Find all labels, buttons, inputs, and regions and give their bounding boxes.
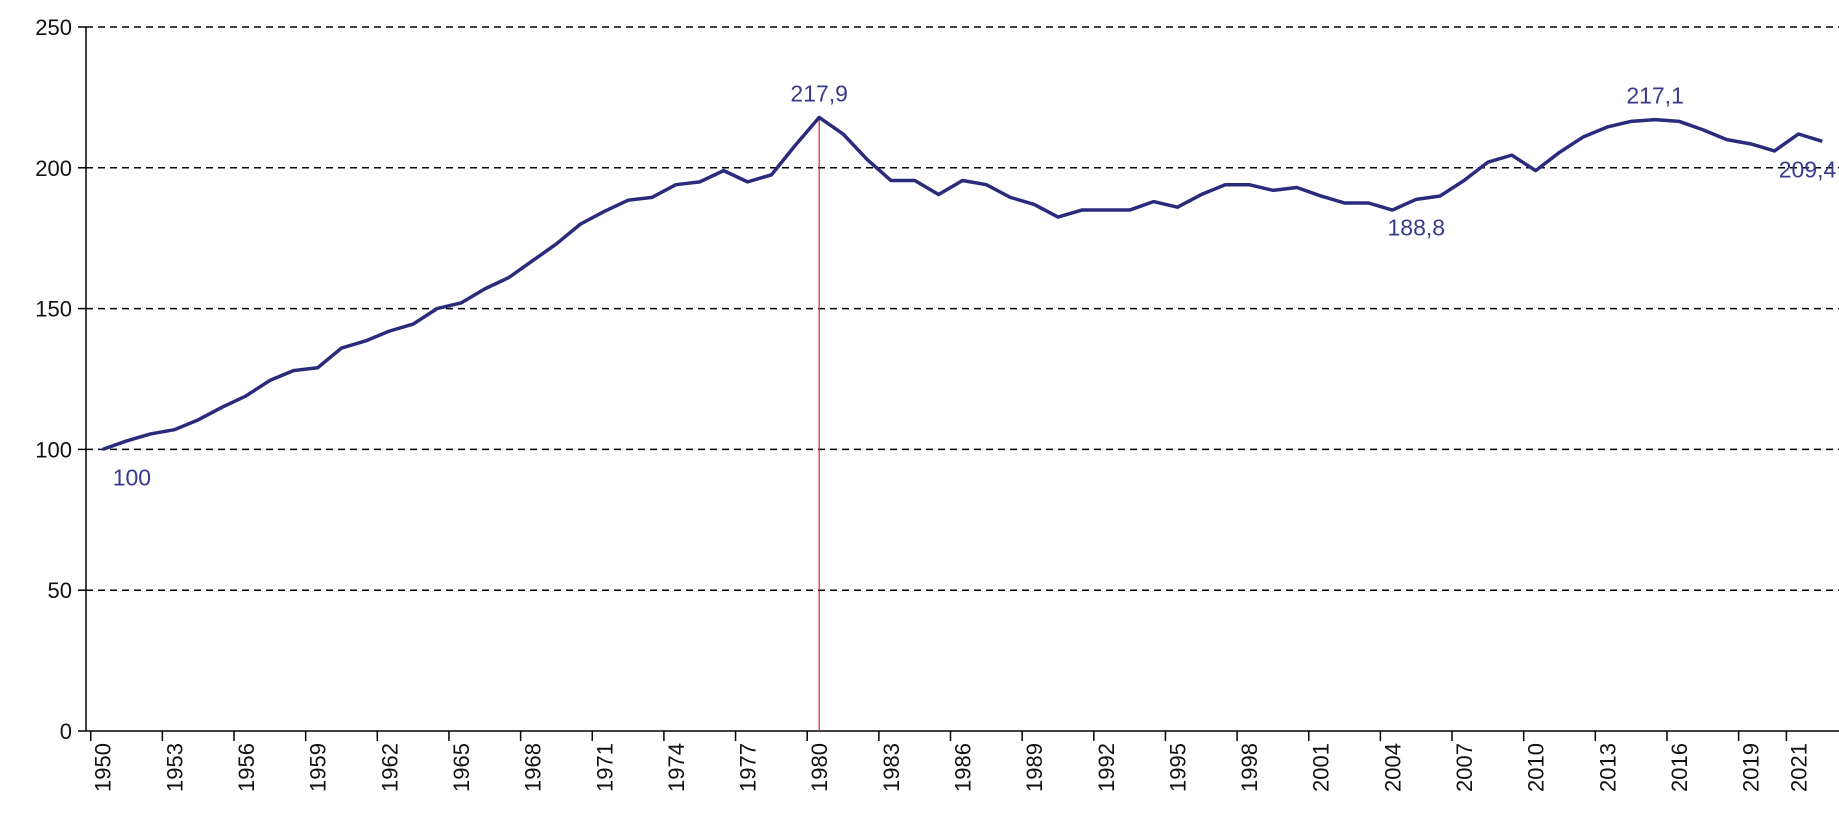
x-tick-label: 1953 [162, 743, 187, 792]
x-tick-label: 1965 [449, 743, 474, 792]
x-tick-label: 1959 [306, 743, 331, 792]
value-label: 100 [113, 464, 151, 490]
x-tick-label: 1989 [1022, 743, 1047, 792]
x-tick-label: 1974 [664, 743, 689, 792]
x-tick-label: 1971 [592, 743, 617, 792]
x-tick-label: 1950 [91, 743, 116, 792]
x-tick-label: 1962 [377, 743, 402, 792]
y-tick-label: 50 [48, 578, 72, 603]
y-tick-label: 0 [60, 719, 72, 744]
x-tick-label: 2010 [1524, 743, 1549, 792]
value-label: 209,4 [1779, 156, 1837, 182]
x-tick-label: 1998 [1237, 743, 1262, 792]
x-tick-label: 2021 [1786, 743, 1811, 792]
value-label: 188,8 [1387, 214, 1445, 240]
value-label: 217,9 [790, 80, 848, 106]
x-tick-label: 2016 [1667, 743, 1692, 792]
line [102, 115, 1823, 452]
y-tick-label: 250 [35, 15, 72, 40]
y-tick-label: 200 [35, 156, 72, 181]
x-tick-label: 1980 [807, 743, 832, 792]
x-tick-label: 2004 [1380, 743, 1405, 792]
x-tick-label: 2001 [1309, 743, 1334, 792]
x-tick-label: 1983 [879, 743, 904, 792]
x-tick-label: 2019 [1739, 743, 1764, 792]
value-label: 217,1 [1626, 83, 1684, 109]
x-tick-label: 1992 [1094, 743, 1119, 792]
x-tick-label: 1995 [1165, 743, 1190, 792]
x-tick-label: 2007 [1452, 743, 1477, 792]
y-tick-label: 150 [35, 297, 72, 322]
x-tick-label: 1986 [951, 743, 976, 792]
x-tick-label: 1977 [736, 743, 761, 792]
x-tick-label: 1968 [521, 743, 546, 792]
x-tick-label: 1956 [234, 743, 259, 792]
x-tick-label: 2013 [1595, 743, 1620, 792]
y-tick-label: 100 [35, 437, 72, 462]
